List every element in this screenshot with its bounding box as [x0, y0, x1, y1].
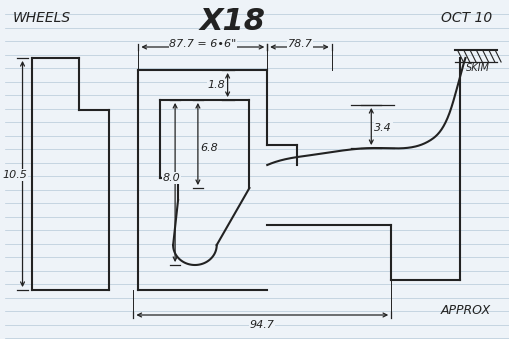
Text: APPROX: APPROX — [440, 303, 490, 317]
Text: WHEELS: WHEELS — [13, 11, 71, 25]
Text: OCT 10: OCT 10 — [440, 11, 491, 25]
Text: 8.0: 8.0 — [162, 173, 180, 183]
Text: 1.8: 1.8 — [208, 80, 225, 90]
Text: 94.7: 94.7 — [249, 320, 274, 330]
Text: 10.5: 10.5 — [2, 170, 27, 180]
Text: 78.7: 78.7 — [287, 39, 312, 49]
Text: X18: X18 — [199, 7, 265, 37]
Text: 87.7 = 6•6": 87.7 = 6•6" — [169, 39, 236, 49]
Text: 6.8: 6.8 — [200, 143, 217, 153]
Text: SKIM: SKIM — [466, 63, 489, 73]
Text: 3.4: 3.4 — [374, 123, 391, 133]
